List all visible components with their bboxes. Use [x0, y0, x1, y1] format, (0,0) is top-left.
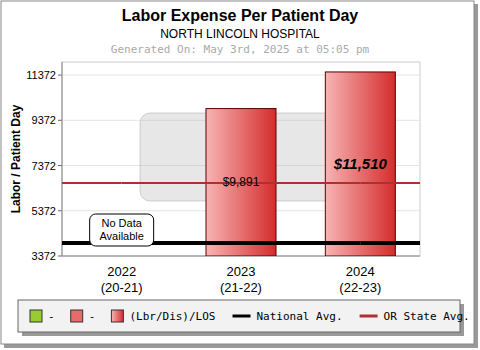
legend-swatch	[360, 315, 378, 318]
legend-swatch	[111, 310, 123, 322]
legend-swatch	[71, 310, 83, 322]
legend-label: -	[48, 310, 55, 323]
annotation-line: Available	[99, 230, 143, 242]
category-label: 2024(22-23)	[339, 264, 381, 295]
y-axis	[62, 62, 63, 256]
category-line: 2023	[227, 264, 256, 279]
title: Labor Expense Per Patient Day	[122, 7, 359, 24]
tick-mark	[58, 120, 62, 121]
tick-mark	[58, 165, 62, 166]
chart: Labor Expense Per Patient Day NORTH LINCO…	[0, 0, 480, 350]
y-axis-label: Labor / Patient Day	[9, 104, 23, 213]
avg-line	[122, 241, 361, 245]
data-label: $9,891	[223, 175, 260, 189]
labels: $9,891 $11,510 No DataAvailable	[90, 155, 388, 246]
avg-line-extension	[360, 182, 420, 184]
data-label: $11,510	[333, 155, 388, 172]
tick-mark	[58, 75, 62, 76]
legend-swatch	[30, 310, 42, 322]
category-line: (22-23)	[339, 280, 381, 295]
category-line: (21-22)	[220, 280, 262, 295]
legend-label: -	[89, 310, 96, 323]
tick-label: 3372	[32, 250, 56, 262]
annotation-box	[90, 214, 154, 246]
category-line: (20-21)	[101, 280, 143, 295]
category-line: 2022	[107, 264, 136, 279]
bar	[325, 72, 395, 256]
legend-label: (Lbr/Dis)/LOS	[129, 310, 215, 323]
annotation-line: No Data	[101, 217, 142, 229]
legend: - - (Lbr/Dis)/LOS National Avg. OR State Avg…	[18, 300, 470, 336]
category-label: 2022(20-21)	[101, 264, 143, 295]
legend-label: OR State Avg.	[384, 310, 470, 323]
category-line: 2024	[346, 264, 375, 279]
legend-label: National Avg.	[257, 310, 343, 323]
tick-mark	[58, 210, 62, 211]
frame	[1, 1, 474, 344]
tick-label: 11372	[26, 69, 56, 81]
legend-swatch	[233, 315, 251, 318]
subtitle: NORTH LINCOLN HOSPITAL	[160, 27, 320, 41]
avg-line-extension	[360, 241, 420, 245]
plot-area	[62, 62, 420, 256]
tick-label: 5372	[32, 205, 56, 217]
tick-label: 9372	[32, 114, 56, 126]
marks	[62, 72, 420, 256]
caption: Generated On: May 3rd, 2025 at 05:05 pm	[111, 43, 370, 56]
category-label: 2023(21-22)	[220, 264, 262, 295]
tick-label: 7372	[32, 160, 56, 172]
annotation: No DataAvailable	[99, 217, 143, 242]
avg-line-extension	[62, 182, 122, 184]
tick-mark	[58, 256, 62, 257]
